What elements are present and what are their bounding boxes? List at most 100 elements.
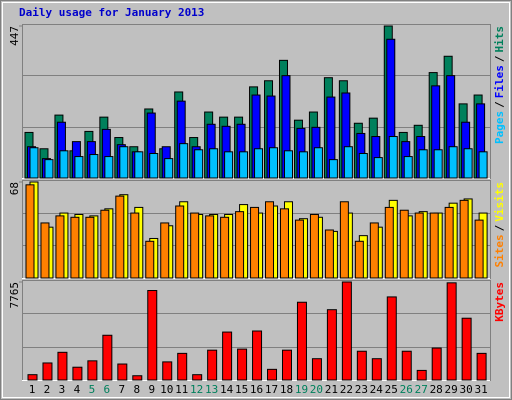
bar	[190, 212, 200, 279]
bar	[373, 157, 383, 179]
bar	[175, 205, 185, 279]
bar	[239, 151, 249, 179]
bar	[414, 212, 424, 279]
x-tick-label: 13	[205, 383, 218, 396]
x-tick-label: 16	[250, 383, 263, 396]
bar	[429, 212, 439, 279]
bar	[341, 281, 352, 381]
bar	[224, 151, 234, 179]
bar	[339, 201, 349, 279]
bar	[313, 147, 323, 179]
bar	[177, 352, 188, 381]
x-tick-label: 12	[190, 383, 203, 396]
bar	[55, 215, 65, 279]
legend-entry: Sites	[493, 234, 506, 267]
x-tick-label: 2	[44, 383, 51, 396]
x-tick-label: 28	[430, 383, 443, 396]
bar	[145, 240, 155, 279]
x-tick-label: 4	[74, 383, 81, 396]
x-tick-label: 15	[235, 383, 248, 396]
bar	[40, 222, 50, 279]
bar	[388, 136, 398, 179]
bar	[89, 154, 99, 179]
bar	[134, 151, 144, 179]
x-tick-label: 18	[280, 383, 293, 396]
bar	[461, 317, 472, 381]
bar	[235, 211, 245, 279]
x-tick-label: 31	[474, 383, 487, 396]
bar	[132, 375, 143, 381]
legend: Sites / Visits	[493, 182, 506, 268]
x-tick-label: 7	[119, 383, 126, 396]
x-tick-label: 14	[220, 383, 234, 396]
bar	[433, 149, 443, 179]
bar	[147, 290, 158, 381]
bar	[309, 213, 319, 279]
bar	[384, 206, 394, 279]
bar	[369, 222, 379, 279]
bar	[324, 229, 334, 279]
chart-title: Daily usage for January 2013	[19, 6, 204, 19]
bar	[252, 330, 263, 381]
bar	[194, 149, 204, 179]
x-tick-label: 29	[445, 383, 458, 396]
y-tick-label: 7765	[8, 282, 21, 309]
x-tick-label: 17	[265, 383, 278, 396]
bar	[192, 374, 203, 381]
bar	[115, 195, 125, 279]
legend-entry: Visits	[493, 182, 506, 222]
bar	[283, 150, 293, 179]
x-tick-label: 27	[415, 383, 428, 396]
bar	[399, 209, 409, 279]
legend: Pages / Files / Hits	[493, 26, 506, 144]
bar	[59, 150, 69, 179]
bar	[160, 222, 170, 279]
x-tick-label: 24	[370, 383, 384, 396]
bar	[254, 148, 264, 179]
bar	[100, 209, 110, 279]
bar	[416, 369, 427, 381]
bar	[294, 219, 304, 279]
legend-entry: KBytes	[493, 282, 506, 322]
bar	[209, 148, 219, 179]
bar	[403, 156, 413, 179]
bar	[356, 350, 367, 381]
bar	[149, 153, 159, 179]
bar	[222, 331, 233, 381]
bar	[70, 216, 80, 279]
bar	[281, 349, 292, 381]
bar	[459, 199, 469, 279]
bar	[220, 216, 230, 279]
bar	[27, 374, 38, 381]
bar	[267, 368, 278, 381]
bar	[476, 352, 487, 381]
bar	[279, 208, 289, 279]
bar	[44, 159, 54, 179]
legend-entry: Files	[493, 65, 506, 98]
bar	[29, 147, 39, 179]
bar	[463, 148, 473, 179]
bar	[104, 156, 114, 179]
bar	[179, 143, 189, 179]
bar	[102, 334, 113, 381]
bar	[354, 240, 364, 279]
bar	[130, 212, 140, 279]
bar	[358, 153, 368, 179]
bar	[164, 158, 174, 179]
y-tick-label: 68	[8, 182, 21, 195]
x-tick-label: 9	[148, 383, 155, 396]
bar	[237, 348, 248, 381]
bar	[401, 350, 412, 381]
y-tick-label: 447	[8, 26, 21, 46]
legend-entry: Pages	[493, 111, 506, 144]
x-tick-label: 11	[175, 383, 188, 396]
bar	[418, 149, 428, 179]
bar	[431, 347, 442, 381]
bar	[205, 215, 215, 279]
legend: KBytes	[493, 282, 506, 322]
bar	[296, 301, 307, 381]
bar	[74, 156, 84, 179]
x-tick-label: 25	[385, 383, 398, 396]
